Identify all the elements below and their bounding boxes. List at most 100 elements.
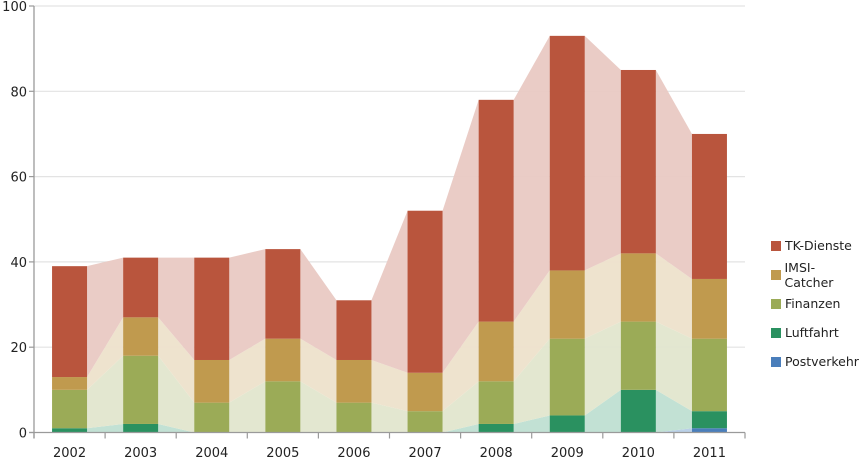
connector-area-tk-dienste — [442, 99, 479, 373]
x-tick-label: 2010 — [622, 446, 655, 461]
bar-segment-tk-dienste — [620, 69, 656, 254]
legend-item: Finanzen — [771, 289, 860, 318]
x-tick-label: 2003 — [124, 446, 157, 461]
connector-area-luftfahrt — [584, 389, 621, 433]
connector-area-tk-dienste — [513, 35, 550, 322]
bar-segment-tk-dienste — [407, 210, 443, 373]
bar-segment-finanzen — [336, 402, 372, 433]
connector-area-tk-dienste — [300, 249, 337, 360]
bar-segment-tk-dienste — [52, 266, 88, 378]
connector-area-tk-dienste — [584, 35, 621, 271]
bar-segment-imsi-catcher — [407, 372, 443, 412]
x-tick-label: 2002 — [53, 446, 86, 461]
y-tick-label: 20 — [10, 341, 27, 356]
bar-segment-imsi-catcher — [123, 317, 159, 356]
bar-segment-luftfahrt — [52, 428, 88, 433]
bar-segment-luftfahrt — [123, 423, 159, 433]
y-tick-label: 0 — [19, 427, 27, 442]
bar-segment-tk-dienste — [549, 35, 585, 271]
x-tick-label: 2006 — [337, 446, 370, 461]
connector-area-luftfahrt — [513, 415, 550, 433]
bar-segment-finanzen — [123, 355, 159, 424]
x-tick-label: 2008 — [480, 446, 513, 461]
connector-area-finanzen — [442, 381, 479, 433]
connector-area-finanzen — [584, 321, 621, 416]
y-tick-label: 100 — [2, 0, 27, 15]
legend-item: Postverkehr — [771, 347, 860, 376]
legend-item: TK-Dienste — [771, 231, 860, 260]
connector-area-tk-dienste — [229, 249, 266, 360]
legend: TK-Dienste IMSI-Catcher Finanzen Luftfahrt P… — [771, 231, 860, 376]
connector-area-finanzen — [655, 321, 692, 412]
x-tick-label: 2005 — [266, 446, 299, 461]
x-tick-label: 2007 — [409, 446, 442, 461]
connector-area-imsi-catcher — [158, 317, 195, 403]
legend-label: Luftfahrt — [785, 325, 839, 340]
connector-area-finanzen — [229, 381, 266, 433]
bar-segment-imsi-catcher — [336, 359, 372, 403]
bar-segment-luftfahrt — [620, 389, 656, 433]
connector-area-imsi-catcher — [513, 270, 550, 382]
connector-area-luftfahrt — [87, 423, 124, 433]
bars — [52, 35, 727, 433]
bar-segment-finanzen — [478, 381, 514, 424]
bar-segment-tk-dienste — [265, 249, 301, 339]
bar-segment-imsi-catcher — [691, 278, 727, 339]
bar-segment-finanzen — [407, 411, 443, 433]
bar-segment-postverkehr — [691, 428, 727, 433]
connector-area-postverkehr — [655, 428, 692, 433]
connector-area-tk-dienste — [87, 257, 124, 378]
x-tick-label: 2009 — [551, 446, 584, 461]
bar-segment-tk-dienste — [123, 257, 159, 318]
legend-swatch — [771, 240, 781, 251]
connector-area-imsi-catcher — [655, 253, 692, 339]
x-axis-ticks: 2002 2003 2004 2005 2006 2007 2008 2009 2010 2011 — [33, 432, 746, 461]
connector-area-finanzen — [513, 338, 550, 424]
axes — [29, 6, 745, 439]
bar-segment-luftfahrt — [478, 423, 514, 433]
x-tick-label: 2011 — [693, 446, 726, 461]
connector-area-imsi-catcher — [442, 321, 479, 412]
connector-area-finanzen — [300, 381, 337, 433]
connector-area-imsi-catcher — [371, 359, 408, 412]
bar-segment-tk-dienste — [691, 133, 727, 279]
connector-area-imsi-catcher — [229, 338, 266, 403]
connector-area-imsi-catcher — [584, 253, 621, 339]
bar-segment-luftfahrt — [549, 415, 585, 433]
bar-segment-finanzen — [691, 338, 727, 412]
connector-areas — [87, 35, 692, 433]
legend-swatch — [771, 298, 781, 309]
bar-segment-imsi-catcher — [478, 321, 514, 382]
connector-area-luftfahrt — [158, 423, 195, 433]
connector-area-imsi-catcher — [300, 338, 337, 403]
legend-swatch — [771, 327, 781, 338]
legend-label: Finanzen — [785, 296, 841, 311]
bar-segment-finanzen — [194, 402, 230, 433]
bar-segment-finanzen — [549, 338, 585, 416]
legend-label: Postverkehr — [785, 354, 859, 369]
connector-area-finanzen — [87, 355, 124, 429]
legend-swatch — [771, 356, 781, 367]
bar-segment-finanzen — [52, 389, 88, 429]
bar-segment-imsi-catcher — [549, 270, 585, 339]
legend-swatch — [771, 269, 781, 280]
connector-area-tk-dienste — [655, 69, 692, 279]
legend-item: IMSI-Catcher — [771, 259, 860, 290]
y-tick-label: 80 — [10, 85, 27, 100]
bar-segment-finanzen — [265, 381, 301, 433]
y-tick-label: 60 — [10, 171, 27, 186]
y-axis-ticks: 0 20 40 60 80 100 — [2, 0, 34, 442]
legend-label: IMSI-Catcher — [784, 259, 834, 290]
legend-item: Luftfahrt — [771, 318, 860, 347]
connector-area-luftfahrt — [442, 423, 479, 433]
bar-segment-tk-dienste — [336, 300, 372, 360]
bar-segment-imsi-catcher — [52, 377, 88, 390]
legend-label: TK-Dienste — [785, 238, 852, 253]
connector-area-imsi-catcher — [87, 317, 124, 390]
bar-segment-imsi-catcher — [620, 253, 656, 322]
x-tick-label: 2004 — [195, 446, 228, 461]
bar-segment-luftfahrt — [691, 411, 727, 429]
connector-area-tk-dienste — [158, 257, 195, 360]
bar-segment-tk-dienste — [478, 99, 514, 322]
